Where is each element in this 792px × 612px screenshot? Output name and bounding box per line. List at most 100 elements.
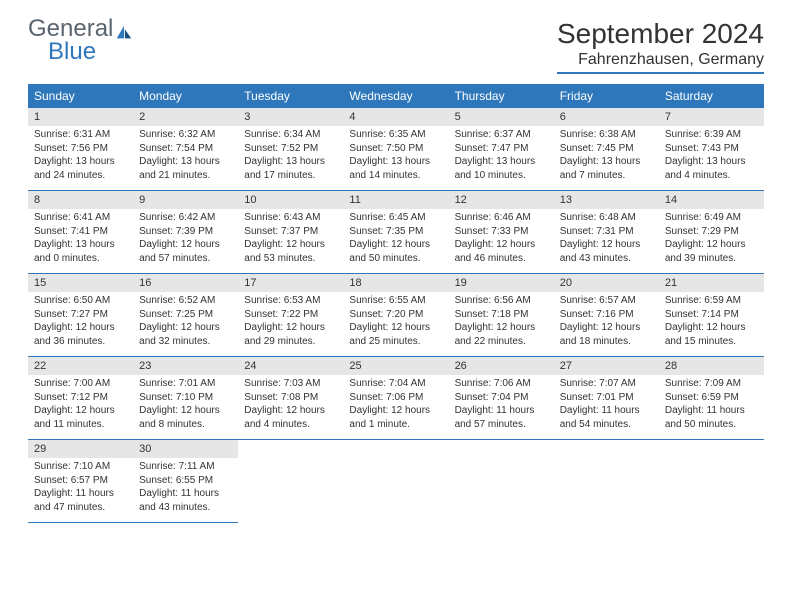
day-number: 18 xyxy=(343,274,448,292)
weekday-header: Saturday xyxy=(659,84,764,108)
day-info: Sunrise: 6:35 AMSunset: 7:50 PMDaylight:… xyxy=(343,126,448,190)
day-info: Sunrise: 6:43 AMSunset: 7:37 PMDaylight:… xyxy=(238,209,343,273)
calendar-day-cell: 12Sunrise: 6:46 AMSunset: 7:33 PMDayligh… xyxy=(449,191,554,274)
day-number: 28 xyxy=(659,357,764,375)
day-number: 6 xyxy=(554,108,659,126)
day-info: Sunrise: 6:50 AMSunset: 7:27 PMDaylight:… xyxy=(28,292,133,356)
day-info: Sunrise: 6:46 AMSunset: 7:33 PMDaylight:… xyxy=(449,209,554,273)
calendar-day-cell: 19Sunrise: 6:56 AMSunset: 7:18 PMDayligh… xyxy=(449,274,554,357)
sail-icon xyxy=(115,24,133,42)
day-info: Sunrise: 7:04 AMSunset: 7:06 PMDaylight:… xyxy=(343,375,448,439)
calendar-day-cell: 20Sunrise: 6:57 AMSunset: 7:16 PMDayligh… xyxy=(554,274,659,357)
day-number: 17 xyxy=(238,274,343,292)
day-info: Sunrise: 6:37 AMSunset: 7:47 PMDaylight:… xyxy=(449,126,554,190)
day-info: Sunrise: 6:57 AMSunset: 7:16 PMDaylight:… xyxy=(554,292,659,356)
day-number: 15 xyxy=(28,274,133,292)
day-number: 4 xyxy=(343,108,448,126)
calendar-day-cell: .. xyxy=(238,440,343,523)
day-number: 12 xyxy=(449,191,554,209)
day-info: Sunrise: 6:32 AMSunset: 7:54 PMDaylight:… xyxy=(133,126,238,190)
month-title: September 2024 xyxy=(557,18,764,50)
calendar-week-row: 29Sunrise: 7:10 AMSunset: 6:57 PMDayligh… xyxy=(28,440,764,523)
calendar-day-cell: 13Sunrise: 6:48 AMSunset: 7:31 PMDayligh… xyxy=(554,191,659,274)
calendar-day-cell: 1Sunrise: 6:31 AMSunset: 7:56 PMDaylight… xyxy=(28,108,133,191)
day-info: Sunrise: 6:41 AMSunset: 7:41 PMDaylight:… xyxy=(28,209,133,273)
day-info: Sunrise: 6:34 AMSunset: 7:52 PMDaylight:… xyxy=(238,126,343,190)
day-info: Sunrise: 6:42 AMSunset: 7:39 PMDaylight:… xyxy=(133,209,238,273)
day-number: 5 xyxy=(449,108,554,126)
day-info: Sunrise: 6:59 AMSunset: 7:14 PMDaylight:… xyxy=(659,292,764,356)
day-number: 11 xyxy=(343,191,448,209)
calendar-day-cell: 26Sunrise: 7:06 AMSunset: 7:04 PMDayligh… xyxy=(449,357,554,440)
calendar-week-row: 22Sunrise: 7:00 AMSunset: 7:12 PMDayligh… xyxy=(28,357,764,440)
day-number: 25 xyxy=(343,357,448,375)
calendar-day-cell: 6Sunrise: 6:38 AMSunset: 7:45 PMDaylight… xyxy=(554,108,659,191)
day-info: Sunrise: 6:39 AMSunset: 7:43 PMDaylight:… xyxy=(659,126,764,190)
day-info: Sunrise: 6:45 AMSunset: 7:35 PMDaylight:… xyxy=(343,209,448,273)
day-number: 7 xyxy=(659,108,764,126)
calendar-day-cell: 29Sunrise: 7:10 AMSunset: 6:57 PMDayligh… xyxy=(28,440,133,523)
day-number: 14 xyxy=(659,191,764,209)
calendar-day-cell: 22Sunrise: 7:00 AMSunset: 7:12 PMDayligh… xyxy=(28,357,133,440)
calendar-day-cell: 8Sunrise: 6:41 AMSunset: 7:41 PMDaylight… xyxy=(28,191,133,274)
calendar-day-cell: 27Sunrise: 7:07 AMSunset: 7:01 PMDayligh… xyxy=(554,357,659,440)
day-info: Sunrise: 7:06 AMSunset: 7:04 PMDaylight:… xyxy=(449,375,554,439)
calendar-day-cell: .. xyxy=(659,440,764,523)
calendar-day-cell: 18Sunrise: 6:55 AMSunset: 7:20 PMDayligh… xyxy=(343,274,448,357)
day-number: 1 xyxy=(28,108,133,126)
day-info: Sunrise: 7:10 AMSunset: 6:57 PMDaylight:… xyxy=(28,458,133,522)
day-info: Sunrise: 7:01 AMSunset: 7:10 PMDaylight:… xyxy=(133,375,238,439)
calendar-day-cell: 30Sunrise: 7:11 AMSunset: 6:55 PMDayligh… xyxy=(133,440,238,523)
calendar-day-cell: 14Sunrise: 6:49 AMSunset: 7:29 PMDayligh… xyxy=(659,191,764,274)
day-info: Sunrise: 6:56 AMSunset: 7:18 PMDaylight:… xyxy=(449,292,554,356)
day-number: 8 xyxy=(28,191,133,209)
day-info: Sunrise: 6:49 AMSunset: 7:29 PMDaylight:… xyxy=(659,209,764,273)
calendar-day-cell: 9Sunrise: 6:42 AMSunset: 7:39 PMDaylight… xyxy=(133,191,238,274)
day-info: Sunrise: 7:07 AMSunset: 7:01 PMDaylight:… xyxy=(554,375,659,439)
calendar-day-cell: 5Sunrise: 6:37 AMSunset: 7:47 PMDaylight… xyxy=(449,108,554,191)
calendar-day-cell: 25Sunrise: 7:04 AMSunset: 7:06 PMDayligh… xyxy=(343,357,448,440)
weekday-header: Monday xyxy=(133,84,238,108)
day-number: 19 xyxy=(449,274,554,292)
calendar-day-cell: 28Sunrise: 7:09 AMSunset: 6:59 PMDayligh… xyxy=(659,357,764,440)
calendar-week-row: 1Sunrise: 6:31 AMSunset: 7:56 PMDaylight… xyxy=(28,108,764,191)
weekday-header: Tuesday xyxy=(238,84,343,108)
calendar-day-cell: 15Sunrise: 6:50 AMSunset: 7:27 PMDayligh… xyxy=(28,274,133,357)
calendar-day-cell: 3Sunrise: 6:34 AMSunset: 7:52 PMDaylight… xyxy=(238,108,343,191)
day-number: 3 xyxy=(238,108,343,126)
day-info: Sunrise: 6:53 AMSunset: 7:22 PMDaylight:… xyxy=(238,292,343,356)
calendar-day-cell: 4Sunrise: 6:35 AMSunset: 7:50 PMDaylight… xyxy=(343,108,448,191)
day-info: Sunrise: 7:03 AMSunset: 7:08 PMDaylight:… xyxy=(238,375,343,439)
calendar-day-cell: 10Sunrise: 6:43 AMSunset: 7:37 PMDayligh… xyxy=(238,191,343,274)
day-number: 26 xyxy=(449,357,554,375)
calendar-day-cell: .. xyxy=(343,440,448,523)
brand-line2: Blue xyxy=(48,41,113,64)
day-number: 21 xyxy=(659,274,764,292)
calendar-day-cell: 24Sunrise: 7:03 AMSunset: 7:08 PMDayligh… xyxy=(238,357,343,440)
day-info: Sunrise: 7:11 AMSunset: 6:55 PMDaylight:… xyxy=(133,458,238,522)
page-header: General Blue September 2024 Fahrenzhause… xyxy=(0,0,792,80)
calendar-day-cell: .. xyxy=(554,440,659,523)
calendar-day-cell: 21Sunrise: 6:59 AMSunset: 7:14 PMDayligh… xyxy=(659,274,764,357)
day-number: 10 xyxy=(238,191,343,209)
brand-logo: General Blue xyxy=(28,18,133,64)
calendar-day-cell: .. xyxy=(449,440,554,523)
day-number: 27 xyxy=(554,357,659,375)
day-number: 29 xyxy=(28,440,133,458)
day-number: 23 xyxy=(133,357,238,375)
calendar-day-cell: 16Sunrise: 6:52 AMSunset: 7:25 PMDayligh… xyxy=(133,274,238,357)
calendar-day-cell: 7Sunrise: 6:39 AMSunset: 7:43 PMDaylight… xyxy=(659,108,764,191)
day-info: Sunrise: 6:52 AMSunset: 7:25 PMDaylight:… xyxy=(133,292,238,356)
weekday-header: Sunday xyxy=(28,84,133,108)
calendar-week-row: 8Sunrise: 6:41 AMSunset: 7:41 PMDaylight… xyxy=(28,191,764,274)
title-block: September 2024 Fahrenzhausen, Germany xyxy=(557,18,764,74)
day-info: Sunrise: 6:38 AMSunset: 7:45 PMDaylight:… xyxy=(554,126,659,190)
day-info: Sunrise: 7:09 AMSunset: 6:59 PMDaylight:… xyxy=(659,375,764,439)
calendar-week-row: 15Sunrise: 6:50 AMSunset: 7:27 PMDayligh… xyxy=(28,274,764,357)
weekday-header: Thursday xyxy=(449,84,554,108)
brand-text: General Blue xyxy=(28,18,113,64)
day-info: Sunrise: 6:31 AMSunset: 7:56 PMDaylight:… xyxy=(28,126,133,190)
calendar-table: Sunday Monday Tuesday Wednesday Thursday… xyxy=(28,84,764,523)
day-number: 13 xyxy=(554,191,659,209)
weekday-header: Friday xyxy=(554,84,659,108)
